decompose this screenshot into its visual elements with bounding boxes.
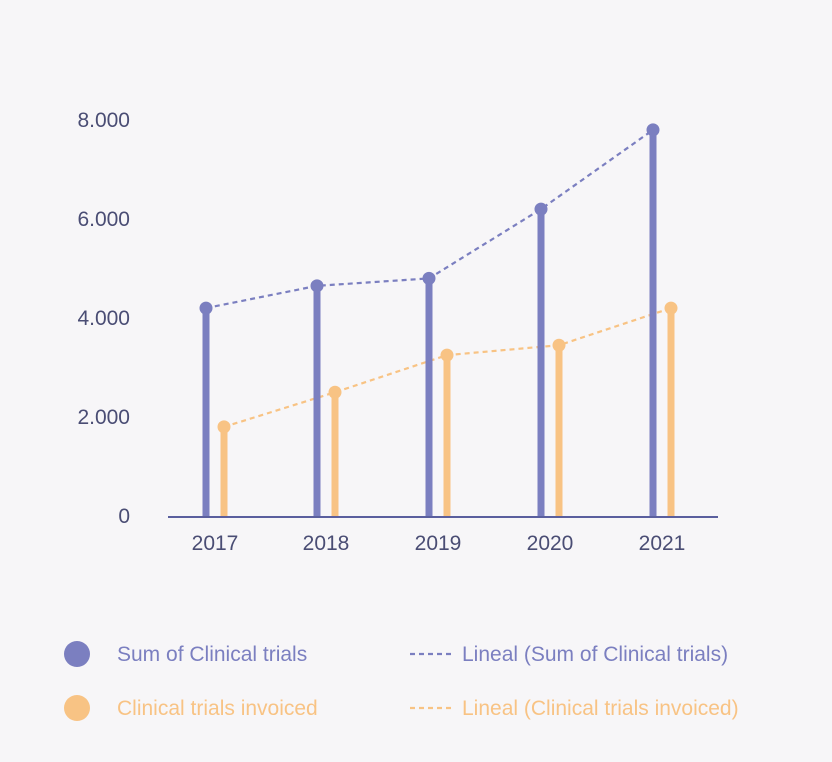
y-tick-label: 4.000 <box>77 307 130 330</box>
data-point <box>328 385 342 399</box>
legend-label: Sum of Clinical trials <box>117 643 307 666</box>
data-point <box>217 420 231 434</box>
data-point <box>422 271 436 285</box>
y-tick-label: 6.000 <box>77 208 130 231</box>
x-tick-label: 2020 <box>527 532 574 555</box>
x-tick-label: 2018 <box>303 532 350 555</box>
data-point <box>534 202 548 216</box>
legend-label: Clinical trials invoiced <box>117 697 318 720</box>
x-tick-label: 2021 <box>639 532 686 555</box>
x-tick-label: 2019 <box>415 532 462 555</box>
data-point <box>664 301 678 315</box>
y-tick-label: 2.000 <box>77 406 130 429</box>
legend-marker <box>64 641 90 667</box>
data-point <box>310 279 324 293</box>
x-tick-label: 2017 <box>192 532 239 555</box>
legend-label: Lineal (Clinical trials invoiced) <box>462 697 739 720</box>
legend-label: Lineal (Sum of Clinical trials) <box>462 643 728 666</box>
legend-marker <box>64 695 90 721</box>
data-point <box>440 348 454 362</box>
data-point <box>552 338 566 352</box>
y-tick-label: 0 <box>118 505 130 528</box>
data-point <box>199 301 213 315</box>
y-tick-label: 8.000 <box>77 109 130 132</box>
data-point <box>646 123 660 137</box>
